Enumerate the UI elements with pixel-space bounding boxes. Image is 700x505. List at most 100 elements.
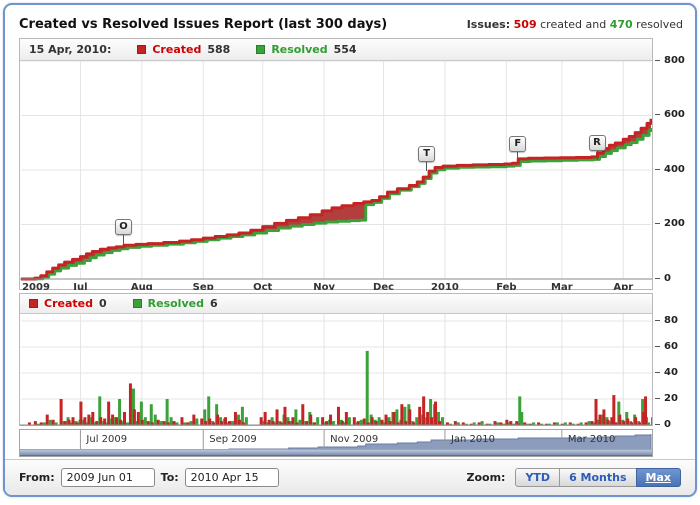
resolved-bar: [547, 423, 551, 425]
created-bar: [400, 404, 404, 425]
created-bar: [204, 421, 208, 425]
created-bar: [630, 422, 634, 425]
created-bar: [634, 417, 638, 425]
x-axis-label: Feb: [496, 282, 516, 290]
to-date-input[interactable]: [184, 468, 279, 487]
created-bar: [325, 421, 329, 425]
resolved-bar: [579, 422, 583, 425]
tick-mark: [655, 59, 660, 61]
resolved-bar: [131, 388, 135, 425]
created-bar: [606, 419, 610, 425]
created-bar: [186, 422, 190, 425]
created-bar: [172, 421, 176, 425]
created-bar: [461, 422, 465, 425]
created-bar: [91, 412, 95, 425]
from-date-input[interactable]: [60, 468, 155, 487]
report-header: Created vs Resolved Issues Report (last …: [19, 13, 683, 35]
x-axis-label: Nov: [313, 282, 335, 290]
daily-created-value: 0: [98, 297, 107, 310]
resolved-bar: [207, 396, 211, 425]
resolved-bar: [647, 422, 651, 425]
created-bar: [590, 421, 594, 425]
scrubber-label: Jan 2010: [450, 434, 495, 445]
tick-mark: [655, 397, 660, 399]
scrubber-label: Sep 2009: [209, 434, 256, 445]
created-bar: [220, 421, 224, 425]
created-bar: [111, 414, 115, 425]
created-bar: [75, 422, 79, 425]
created-bar: [523, 422, 527, 425]
created-bar: [517, 423, 521, 425]
created-bar: [370, 417, 374, 425]
created-bar: [418, 406, 422, 425]
created-bar: [107, 401, 111, 425]
created-bar: [103, 418, 107, 425]
resolved-bar: [520, 412, 524, 425]
resolved-swatch-icon: [132, 299, 142, 308]
resolved-bar: [48, 419, 52, 425]
created-bar: [287, 421, 291, 425]
daily-y-axis: 0 20 40 60 80: [655, 5, 699, 505]
created-bar: [156, 419, 160, 425]
x-axis-label: Oct: [253, 282, 272, 290]
tick-mark: [655, 168, 660, 170]
created-bar: [295, 422, 299, 425]
y-axis-tick-label: 200: [664, 218, 685, 229]
created-bar: [45, 414, 49, 425]
created-bar: [408, 409, 412, 425]
resolved-bar: [456, 422, 460, 425]
zoom-6months-button[interactable]: 6 Months: [559, 468, 637, 487]
resolved-bar: [316, 417, 320, 425]
created-bar: [445, 422, 449, 425]
created-bar: [515, 421, 519, 425]
created-bar: [552, 422, 556, 425]
tick-mark: [655, 345, 660, 347]
daily-chart-legend: Created 0 Resolved 6: [20, 294, 652, 314]
created-text: created and: [540, 17, 607, 31]
y-axis-tick-label: 40: [664, 366, 678, 378]
created-bar: [638, 422, 642, 425]
resolved-bar: [464, 423, 468, 425]
scrubber-label: Mar 2010: [568, 434, 616, 445]
resolved-bar: [512, 423, 516, 425]
y-axis-tick: 400: [655, 163, 685, 175]
date-range-controls: From: To:: [19, 468, 279, 487]
flag-F[interactable]: F: [509, 136, 527, 153]
flag-T[interactable]: T: [418, 146, 436, 163]
legend-date: 15 Apr, 2010:: [29, 43, 112, 56]
created-bar: [27, 422, 31, 425]
resolved-bar: [203, 409, 207, 425]
zoom-ytd-button[interactable]: YTD: [515, 468, 561, 487]
created-bar: [128, 383, 132, 425]
resolved-bar: [183, 422, 187, 425]
daily-chart-svg[interactable]: [20, 314, 652, 427]
flag-stem: [123, 235, 125, 245]
resolved-bar: [143, 417, 147, 425]
resolved-bar: [118, 399, 122, 425]
created-bar: [150, 422, 154, 425]
zoom-max-button[interactable]: Max: [635, 468, 681, 487]
zoom-button-group: YTD 6 Months Max: [515, 468, 681, 487]
scrubber-scrollbar[interactable]: [20, 449, 652, 456]
y-axis-tick: 600: [655, 109, 685, 121]
resolved-bar: [496, 422, 500, 425]
created-bar: [200, 418, 204, 425]
created-count: 509: [513, 17, 537, 31]
cumulative-chart-svg[interactable]: 2009 Jul Aug Sep Oct Nov Dec 2010 Feb Mar Apr: [20, 61, 652, 290]
resolved-bar: [149, 404, 153, 425]
tick-mark: [655, 277, 660, 279]
daily-chart-panel[interactable]: Created 0 Resolved 6: [19, 293, 653, 426]
flag-O[interactable]: O: [115, 219, 133, 236]
y-axis-tick: 200: [655, 218, 685, 230]
created-bar: [396, 422, 400, 425]
resolved-bar: [332, 421, 336, 425]
y-axis-tick-label: 400: [664, 163, 685, 175]
scrubber-label: Nov 2009: [330, 434, 378, 445]
between-area: [21, 118, 651, 279]
resolved-bar: [540, 423, 544, 425]
resolved-bar: [126, 422, 129, 425]
flag-R[interactable]: R: [588, 135, 606, 152]
cumulative-chart-panel[interactable]: 15 Apr, 2010: Created 588 Resolved 554 2…: [19, 38, 653, 290]
created-bar: [544, 423, 548, 425]
timeline-scrubber[interactable]: Jul 2009 Sep 2009 Nov 2009 Jan 2010 Mar 2010: [19, 429, 653, 457]
